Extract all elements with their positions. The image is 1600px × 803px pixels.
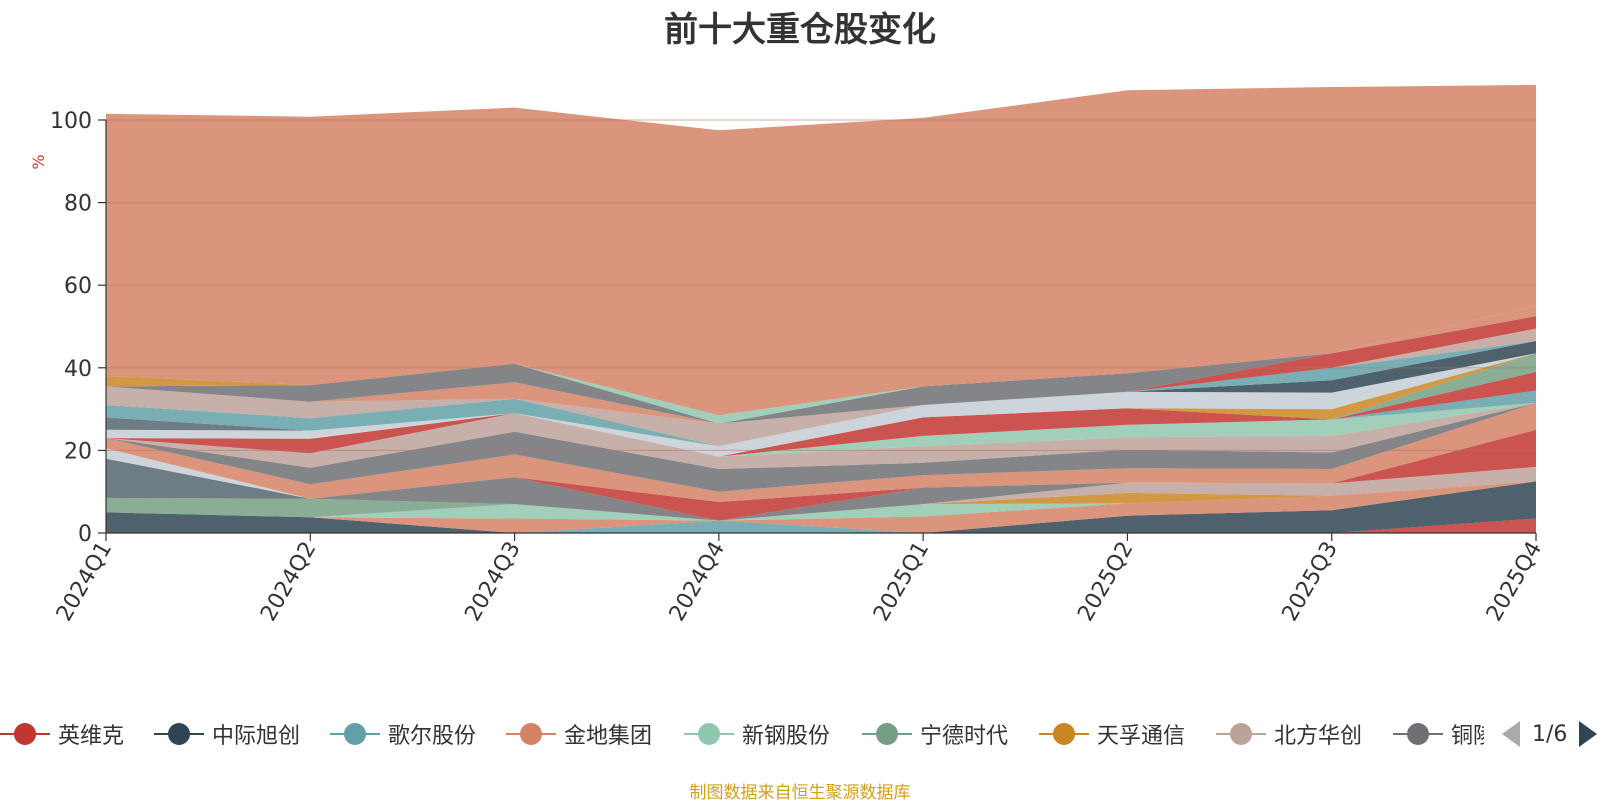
area-series-13: 五粮液 [106, 402, 1536, 492]
legend-item[interactable]: 中际旭创 [154, 714, 300, 754]
y-tick-label: 60 [64, 274, 92, 299]
legend-item[interactable]: 英维克 [0, 714, 124, 754]
y-tick-label: 100 [50, 109, 92, 134]
grid-layer [106, 119, 1536, 451]
legend-label: 中际旭创 [212, 724, 301, 749]
y-tick-label: 20 [64, 439, 92, 464]
y-tick-label: 80 [64, 192, 92, 217]
legend-item[interactable]: 北方华创 [1216, 714, 1362, 754]
legend-item[interactable]: 铜陵有色 [1393, 714, 1484, 754]
x-tick-label: 2025Q2 [1073, 538, 1138, 626]
legend-item[interactable]: 歌尔股份 [330, 714, 476, 754]
x-tick-label: 2025Q3 [1278, 538, 1343, 626]
legend-label: 歌尔股份 [388, 724, 477, 749]
legend-marker-icon [862, 723, 912, 745]
area-series-27: 京东方A [106, 305, 1536, 424]
legend-label: 新钢股份 [742, 724, 831, 749]
legend-marker-icon [154, 723, 204, 745]
x-tick-label: 2024Q3 [460, 538, 525, 626]
legend-label: 北方华创 [1274, 724, 1363, 749]
area-series-7: 北方华创 [106, 466, 1536, 521]
area-series-3: 金地集团 [106, 481, 1536, 533]
legend-label: 金地集团 [564, 724, 653, 749]
area-series-17: 东方财富 [106, 371, 1536, 457]
area-series-12: 贵州茅台 [106, 402, 1536, 502]
area-series-24: 恒瑞医药 [106, 328, 1536, 447]
legend-label: 铜陵有色 [1451, 724, 1484, 749]
area-series-26: 隆基绿能 [106, 305, 1536, 424]
source-note: 制图数据来自恒生聚源数据库 [689, 783, 911, 803]
area-series-25: 迈瑞医疗 [106, 316, 1536, 424]
area-series-15: 立讯精密 [106, 402, 1536, 457]
y-axis-unit-label: % [29, 154, 48, 169]
y-tick-label: 0 [78, 522, 92, 547]
legend-item[interactable]: 天孚通信 [1039, 714, 1185, 754]
y-tick-label: 40 [64, 357, 92, 382]
area-series-8: 铜陵有色 [106, 466, 1536, 521]
area-series-0: 英维克 [106, 518, 1536, 533]
legend-item[interactable]: 新钢股份 [684, 714, 830, 754]
x-tick-label: 2024Q1 [52, 538, 117, 626]
area-series-30: 其他 [106, 84, 1536, 416]
area-layer: 英维克中际旭创歌尔股份金地集团新钢股份宁德时代天孚通信北方华创铜陵有色招商银行紫… [106, 84, 1536, 533]
x-tick-label: 2024Q4 [665, 538, 730, 626]
legend-marker-icon [0, 723, 50, 745]
area-series-4: 新钢股份 [106, 481, 1536, 521]
legend-prev-icon[interactable] [1500, 719, 1522, 749]
x-tick-label: 2025Q4 [1482, 538, 1547, 626]
area-series-20: 海天味业 [106, 353, 1536, 457]
legend-pager: 1/6 [1500, 716, 1599, 752]
x-tick-label: 2025Q1 [869, 538, 934, 626]
legend-page-indicator: 1/6 [1532, 721, 1568, 747]
legend-marker-icon [506, 723, 556, 745]
legend-next-icon[interactable] [1577, 719, 1599, 749]
area-series-14: 美的集团 [106, 402, 1536, 469]
legend-label: 天孚通信 [1097, 724, 1186, 749]
legend-marker-icon [330, 723, 380, 745]
legend-marker-icon [1216, 723, 1266, 745]
legend-marker-icon [684, 723, 734, 745]
area-series-1: 中际旭创 [106, 481, 1536, 533]
legend-marker-icon [1393, 723, 1443, 745]
chart-title: 前十大重仓股变化 [664, 10, 936, 50]
legend-label: 英维克 [58, 724, 125, 749]
area-series-11: 中国平安 [106, 429, 1536, 521]
legend-label: 宁德时代 [920, 724, 1009, 749]
area-series-5: 宁德时代 [106, 481, 1536, 521]
legend-items-viewport: 英维克 中际旭创 歌尔股份 金地集团 新钢股份 宁德时代 天孚通信 北方华创 铜陵有色 [0, 714, 1484, 754]
legend-item[interactable]: 宁德时代 [862, 714, 1008, 754]
x-tick-label: 2024Q2 [256, 538, 321, 626]
legend-marker-icon [1039, 723, 1089, 745]
legend-item[interactable]: 金地集团 [506, 714, 652, 754]
legend: 英维克 中际旭创 歌尔股份 金地集团 新钢股份 宁德时代 天孚通信 北方华创 铜陵有色 [0, 714, 1600, 754]
